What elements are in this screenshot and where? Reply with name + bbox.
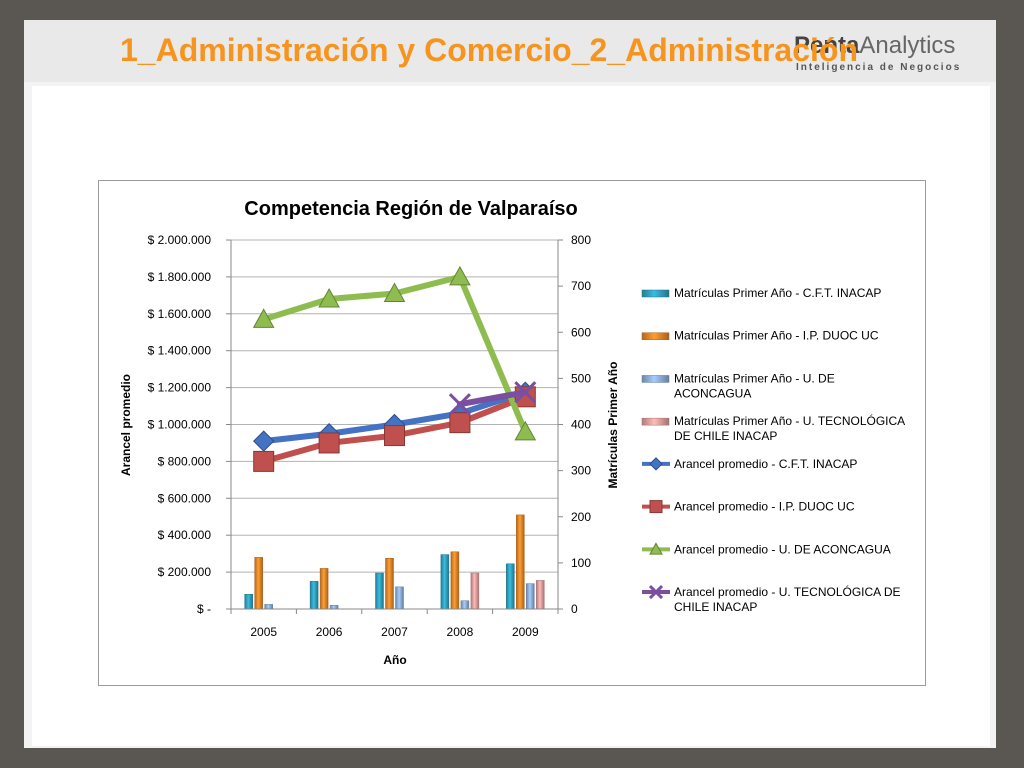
line-marker bbox=[253, 450, 275, 472]
line-marker bbox=[449, 265, 471, 286]
legend-item: Arancel promedio - I.P. DUOC UC bbox=[642, 500, 855, 514]
left-tick-label: $ - bbox=[197, 602, 211, 616]
x-tick-label: 2007 bbox=[381, 625, 408, 639]
x-tick-label: 2009 bbox=[512, 625, 539, 639]
legend-item: Matrículas Primer Año - C.F.T. INACAP bbox=[641, 286, 881, 300]
line-marker bbox=[252, 430, 275, 452]
left-axis: $ - $ 200.000 $ 400.000 $ 600.000 $ 800.000 $… bbox=[148, 233, 232, 616]
x-tick-label: 2008 bbox=[447, 625, 474, 639]
right-tick-label: 400 bbox=[571, 418, 591, 432]
right-tick-label: 200 bbox=[571, 510, 591, 524]
left-tick-label: $ 800.000 bbox=[158, 454, 212, 468]
slide-title: 1_Administración y Comercio_2_Administra… bbox=[120, 32, 858, 68]
left-tick-label: $ 1.600.000 bbox=[148, 307, 212, 321]
legend-item: Arancel promedio - U. TECNOLÓGICA DE CHIL… bbox=[642, 584, 901, 614]
legend-swatch bbox=[641, 332, 670, 340]
line-marker bbox=[649, 457, 663, 471]
line-marker bbox=[318, 432, 340, 454]
bar bbox=[244, 593, 253, 610]
line-marker bbox=[252, 308, 275, 328]
line-marker bbox=[384, 425, 405, 447]
left-tick-label: $ 1.800.000 bbox=[148, 270, 212, 284]
line-marker bbox=[648, 584, 664, 600]
series-line bbox=[456, 389, 529, 408]
chart-frame: Competencia Región de Valparaíso $ - $ 20… bbox=[98, 180, 926, 686]
legend-swatch bbox=[641, 375, 670, 383]
legend-item: Matrículas Primer Año - U. DE ACONCAGUA bbox=[641, 371, 835, 400]
left-tick-label: $ 200.000 bbox=[158, 565, 212, 579]
left-tick-label: $ 2.000.000 bbox=[148, 233, 212, 247]
left-tick-label: $ 1.000.000 bbox=[148, 418, 212, 432]
legend: Matrículas Primer Año - C.F.T. INACAP Mat… bbox=[641, 286, 905, 614]
line-series bbox=[252, 265, 537, 472]
legend-label: Arancel promedio - I.P. DUOC UC bbox=[674, 500, 855, 514]
bar bbox=[309, 581, 319, 610]
right-tick-label: 700 bbox=[571, 279, 591, 293]
bar bbox=[329, 605, 339, 610]
right-tick-label: 100 bbox=[571, 556, 591, 570]
bar bbox=[385, 558, 394, 610]
bar bbox=[460, 600, 470, 610]
line-marker bbox=[514, 420, 537, 441]
x-axis-label: Año bbox=[383, 653, 406, 667]
legend-item: Matrículas Primer Año - U. TECNOLÓGICA DE… bbox=[641, 413, 905, 443]
line-marker bbox=[448, 393, 471, 416]
left-tick-label: $ 1.200.000 bbox=[148, 381, 212, 395]
left-tick-label: $ 600.000 bbox=[158, 491, 212, 505]
bar bbox=[516, 514, 525, 610]
x-tick-label: 2006 bbox=[316, 625, 343, 639]
legend-label: Arancel promedio - U. DE ACONCAGUA bbox=[674, 542, 891, 556]
right-tick-label: 500 bbox=[571, 371, 591, 385]
legend-item: Matrículas Primer Año - I.P. DUOC UC bbox=[641, 329, 879, 343]
bar-series bbox=[244, 514, 545, 610]
bar bbox=[319, 568, 329, 610]
header-band bbox=[24, 20, 996, 82]
line-marker bbox=[449, 412, 471, 434]
chart-title: Competencia Región de Valparaíso bbox=[244, 198, 577, 220]
bar bbox=[254, 557, 263, 610]
legend-label: Matrículas Primer Año - C.F.T. INACAP bbox=[674, 286, 881, 300]
x-axis: 2005 2006 2007 2008 2009 bbox=[230, 608, 559, 639]
right-tick-label: 300 bbox=[571, 464, 591, 478]
left-tick-label: $ 400.000 bbox=[158, 528, 212, 542]
legend-item: Arancel promedio - U. DE ACONCAGUA bbox=[642, 542, 891, 556]
right-tick-label: 800 bbox=[571, 233, 591, 247]
legend-swatch bbox=[641, 417, 670, 426]
legend-label: Arancel promedio - C.F.T. INACAP bbox=[674, 457, 857, 471]
bar bbox=[395, 586, 404, 610]
legend-label: Matrículas Primer Año - U. TECNOLÓGICA DE… bbox=[674, 413, 905, 443]
logo-tagline: Inteligencia de Negocios bbox=[796, 62, 962, 73]
bar bbox=[440, 554, 450, 610]
line-marker bbox=[649, 542, 663, 555]
legend-label: Matrículas Primer Año - U. DE ACONCAGUA bbox=[674, 371, 835, 400]
left-tick-label: $ 1.400.000 bbox=[148, 344, 212, 358]
bar bbox=[375, 572, 384, 610]
left-axis-label: Arancel promedio bbox=[119, 374, 133, 476]
legend-label: Arancel promedio - U. TECNOLÓGICA DE CHIL… bbox=[674, 584, 901, 614]
line-marker bbox=[383, 282, 406, 303]
right-axis: 0 100 200 300 400 500 600 700 800 bbox=[557, 233, 591, 616]
combo-chart: Competencia Región de Valparaíso $ - $ 20… bbox=[119, 198, 905, 667]
company-logo: PentaAnalytics Inteligencia de Negocios bbox=[794, 32, 994, 78]
logo-wordmark: PentaAnalytics bbox=[794, 32, 956, 59]
line-marker bbox=[514, 381, 537, 404]
right-axis-label: Matrículas Primer Año bbox=[606, 362, 620, 489]
bar bbox=[536, 580, 545, 610]
bar bbox=[470, 572, 480, 610]
bar bbox=[526, 583, 535, 610]
line-marker bbox=[318, 288, 340, 308]
bar bbox=[450, 551, 460, 610]
legend-swatch bbox=[641, 289, 670, 298]
right-tick-label: 600 bbox=[571, 325, 591, 339]
bar bbox=[506, 563, 515, 610]
right-tick-label: 0 bbox=[571, 602, 578, 616]
x-tick-label: 2005 bbox=[250, 625, 277, 639]
legend-label: Matrículas Primer Año - I.P. DUOC UC bbox=[674, 329, 879, 343]
legend-item: Arancel promedio - C.F.T. INACAP bbox=[642, 457, 857, 471]
bar bbox=[264, 604, 273, 610]
line-marker bbox=[649, 500, 663, 514]
